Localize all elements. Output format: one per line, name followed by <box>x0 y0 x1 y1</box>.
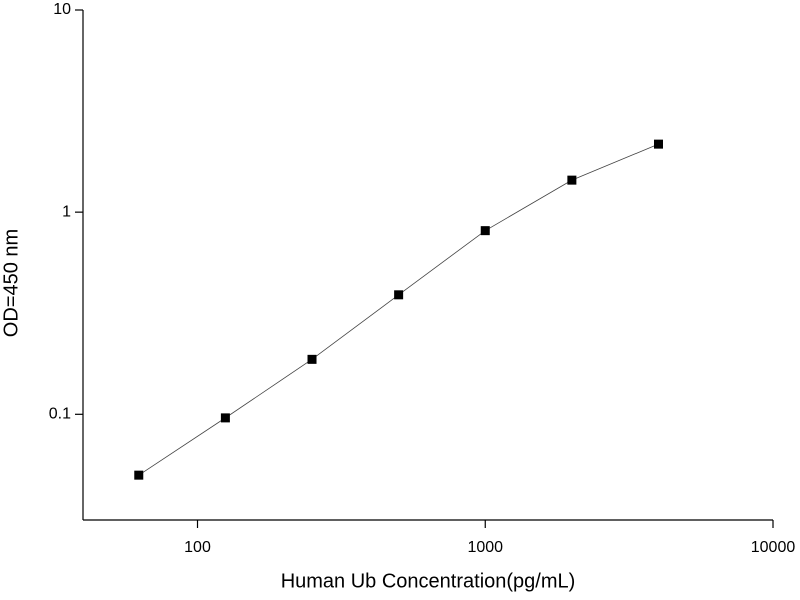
data-line <box>138 143 659 476</box>
data-point <box>220 413 230 423</box>
data-point <box>653 139 663 149</box>
y-axis-title: OD=450 nm <box>0 229 22 337</box>
data-point <box>134 470 144 480</box>
x-axis-title: Human Ub Concentration(pg/mL) <box>281 570 576 592</box>
x-tick-label: 1000 <box>467 539 503 556</box>
data-point <box>307 354 317 364</box>
y-tick-label: 10 <box>53 1 71 18</box>
data-point <box>567 175 577 185</box>
y-tick-label: 1 <box>62 203 71 220</box>
x-tick-label: 10000 <box>751 539 796 556</box>
x-tick-label: 100 <box>184 539 211 556</box>
data-point <box>480 226 490 236</box>
data-point <box>394 290 404 300</box>
y-tick-label: 0.1 <box>49 406 71 423</box>
